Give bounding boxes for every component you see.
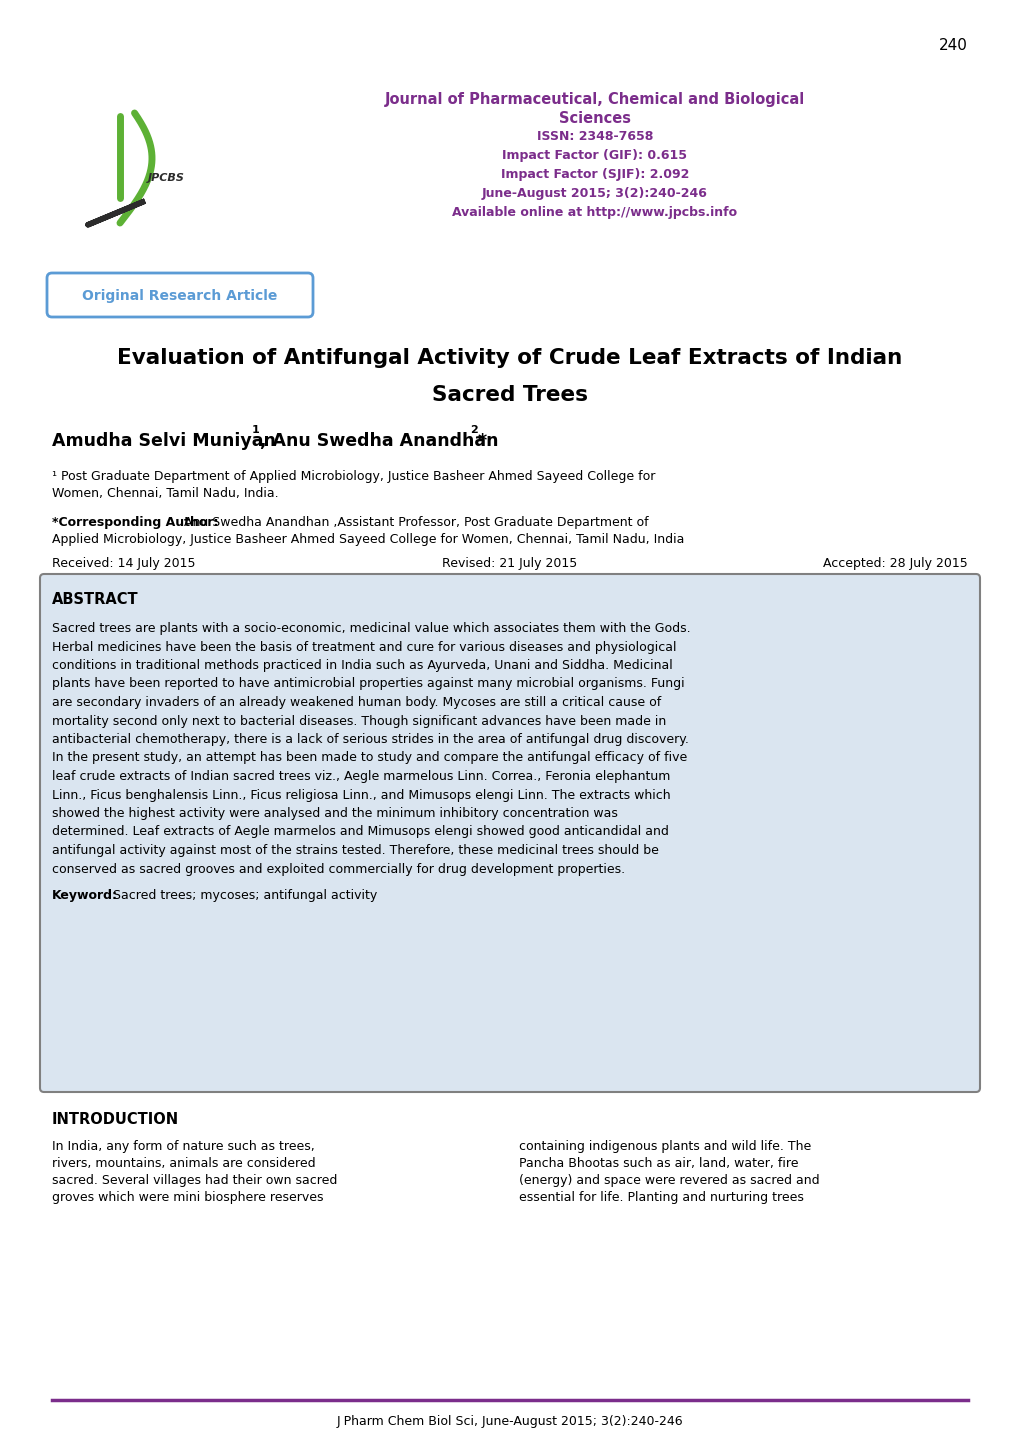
Text: Sciences: Sciences [558, 111, 631, 125]
Text: rivers, mountains, animals are considered: rivers, mountains, animals are considere… [52, 1156, 315, 1169]
Text: ¹ Post Graduate Department of Applied Microbiology, Justice Basheer Ahmed Sayeed: ¹ Post Graduate Department of Applied Mi… [52, 470, 655, 483]
Text: Evaluation of Antifungal Activity of Crude Leaf Extracts of Indian: Evaluation of Antifungal Activity of Cru… [117, 348, 902, 368]
Text: Impact Factor (GIF): 0.615: Impact Factor (GIF): 0.615 [502, 149, 687, 162]
Text: *Corresponding Author:: *Corresponding Author: [52, 516, 218, 529]
Text: Linn., Ficus benghalensis Linn., Ficus religiosa Linn., and Mimusops elengi Linn: Linn., Ficus benghalensis Linn., Ficus r… [52, 789, 669, 802]
Text: containing indigenous plants and wild life. The: containing indigenous plants and wild li… [519, 1141, 810, 1154]
Text: Amudha Selvi Muniyan: Amudha Selvi Muniyan [52, 433, 275, 450]
Text: Applied Microbiology, Justice Basheer Ahmed Sayeed College for Women, Chennai, T: Applied Microbiology, Justice Basheer Ah… [52, 534, 684, 547]
Text: Received: 14 July 2015: Received: 14 July 2015 [52, 557, 196, 570]
Text: 2: 2 [470, 425, 477, 435]
Text: conditions in traditional methods practiced in India such as Ayurveda, Unani and: conditions in traditional methods practi… [52, 659, 673, 672]
Text: *: * [478, 433, 487, 450]
Text: leaf crude extracts of Indian sacred trees viz., Aegle marmelous Linn. Correa., : leaf crude extracts of Indian sacred tre… [52, 770, 669, 783]
Text: are secondary invaders of an already weakened human body. Mycoses are still a cr: are secondary invaders of an already wea… [52, 696, 660, 709]
Text: determined. Leaf extracts of Aegle marmelos and Mimusops elengi showed good anti: determined. Leaf extracts of Aegle marme… [52, 825, 668, 838]
Text: In the present study, an attempt has been made to study and compare the antifung: In the present study, an attempt has bee… [52, 751, 687, 764]
Text: JPCBS: JPCBS [148, 173, 184, 183]
Text: , Anu Swedha Anandhan: , Anu Swedha Anandhan [260, 433, 498, 450]
Text: Women, Chennai, Tamil Nadu, India.: Women, Chennai, Tamil Nadu, India. [52, 487, 278, 500]
Text: In India, any form of nature such as trees,: In India, any form of nature such as tre… [52, 1141, 315, 1154]
Text: Pancha Bhootas such as air, land, water, fire: Pancha Bhootas such as air, land, water,… [519, 1156, 798, 1169]
Text: Accepted: 28 July 2015: Accepted: 28 July 2015 [822, 557, 967, 570]
Text: Available online at http://www.jpcbs.info: Available online at http://www.jpcbs.inf… [452, 206, 737, 219]
Text: J Pharm Chem Biol Sci, June-August 2015; 3(2):240-246: J Pharm Chem Biol Sci, June-August 2015;… [336, 1415, 683, 1428]
Text: INTRODUCTION: INTRODUCTION [52, 1112, 179, 1128]
Text: mortality second only next to bacterial diseases. Though significant advances ha: mortality second only next to bacterial … [52, 714, 665, 728]
Text: Herbal medicines have been the basis of treatment and cure for various diseases : Herbal medicines have been the basis of … [52, 640, 676, 653]
Text: 1: 1 [252, 425, 260, 435]
Text: Journal of Pharmaceutical, Chemical and Biological: Journal of Pharmaceutical, Chemical and … [384, 92, 804, 107]
Text: showed the highest activity were analysed and the minimum inhibitory concentrati: showed the highest activity were analyse… [52, 808, 618, 820]
Text: Keyword:: Keyword: [52, 890, 118, 903]
Text: antibacterial chemotherapy, there is a lack of serious strides in the area of an: antibacterial chemotherapy, there is a l… [52, 733, 688, 746]
Text: Sacred trees; mycoses; antifungal activity: Sacred trees; mycoses; antifungal activi… [109, 890, 377, 903]
Text: sacred. Several villages had their own sacred: sacred. Several villages had their own s… [52, 1174, 337, 1187]
Text: antifungal activity against most of the strains tested. Therefore, these medicin: antifungal activity against most of the … [52, 844, 658, 857]
Text: June-August 2015; 3(2):240-246: June-August 2015; 3(2):240-246 [482, 187, 707, 200]
Text: conserved as sacred grooves and exploited commercially for drug development prop: conserved as sacred grooves and exploite… [52, 862, 625, 875]
Text: 240: 240 [938, 37, 967, 53]
Text: Sacred trees are plants with a socio-economic, medicinal value which associates : Sacred trees are plants with a socio-eco… [52, 622, 690, 634]
Text: Revised: 21 July 2015: Revised: 21 July 2015 [442, 557, 577, 570]
Text: ABSTRACT: ABSTRACT [52, 593, 139, 607]
Text: Impact Factor (SJIF): 2.092: Impact Factor (SJIF): 2.092 [500, 169, 689, 182]
Text: Sacred Trees: Sacred Trees [432, 385, 587, 405]
Text: Anu Swedha Anandhan ,Assistant Professor, Post Graduate Department of: Anu Swedha Anandhan ,Assistant Professor… [179, 516, 648, 529]
Text: groves which were mini biosphere reserves: groves which were mini biosphere reserve… [52, 1191, 323, 1204]
Text: Original Research Article: Original Research Article [83, 288, 277, 303]
FancyBboxPatch shape [40, 574, 979, 1092]
Text: (energy) and space were revered as sacred and: (energy) and space were revered as sacre… [519, 1174, 819, 1187]
Text: plants have been reported to have antimicrobial properties against many microbia: plants have been reported to have antimi… [52, 678, 684, 691]
Text: ISSN: 2348-7658: ISSN: 2348-7658 [536, 130, 652, 143]
Text: essential for life. Planting and nurturing trees: essential for life. Planting and nurturi… [519, 1191, 803, 1204]
FancyBboxPatch shape [47, 273, 313, 317]
